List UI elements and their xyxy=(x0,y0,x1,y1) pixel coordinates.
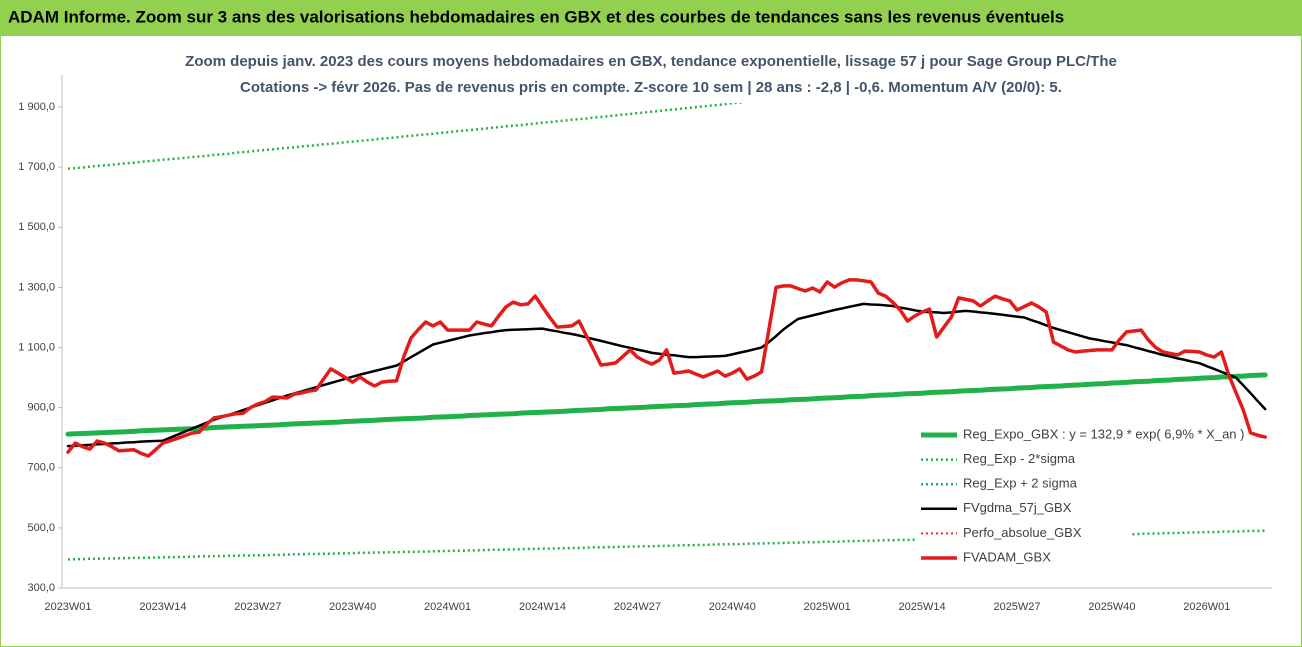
title-backdrop xyxy=(195,45,1105,103)
y-tick-label: 300,0 xyxy=(27,582,55,594)
series-line xyxy=(66,278,1267,458)
x-tick-label: 2023W40 xyxy=(329,601,376,613)
x-tick-label: 2024W27 xyxy=(614,601,661,613)
legend-label: Reg_Exp - 2*sigma xyxy=(963,451,1076,466)
legend-label: FVgdma_57j_GBX xyxy=(963,500,1072,515)
chart-title: Zoom depuis janv. 2023 des cours moyens … xyxy=(185,53,1117,70)
x-tick-label: 2023W01 xyxy=(44,601,91,613)
header-band xyxy=(0,0,1302,36)
x-tick-label: 2025W40 xyxy=(1088,601,1135,613)
y-tick-label: 1 300,0 xyxy=(18,281,55,293)
legend-label: FVADAM_GBX xyxy=(963,549,1051,564)
y-tick-label: 1 700,0 xyxy=(18,161,55,173)
y-tick-label: 1 500,0 xyxy=(18,221,55,233)
legend-label: Reg_Expo_GBX : y = 132,9 * exp( 6,9% * X… xyxy=(963,426,1244,441)
x-tick-label: 2024W40 xyxy=(709,601,756,613)
x-tick-label: 2025W01 xyxy=(804,601,851,613)
x-tick-label: 2024W14 xyxy=(519,601,566,613)
x-tick-label: 2023W27 xyxy=(234,601,281,613)
header-title: ADAM Informe. Zoom sur 3 ans des valoris… xyxy=(8,7,1064,26)
y-tick-label: 1 900,0 xyxy=(18,101,55,113)
series-line xyxy=(67,75,1007,170)
legend-label: Perfo_absolue_GBX xyxy=(963,525,1082,540)
series-line xyxy=(65,372,1268,437)
legend: Reg_Expo_GBX : y = 132,9 * exp( 6,9% * X… xyxy=(915,425,1244,573)
plot-area xyxy=(65,75,1268,561)
x-tick-label: 2025W27 xyxy=(993,601,1040,613)
x-tick-label: 2026W01 xyxy=(1183,601,1230,613)
legend-box xyxy=(915,425,1130,573)
x-tick-label: 2024W01 xyxy=(424,601,471,613)
y-tick-label: 1 100,0 xyxy=(18,341,55,353)
legend-label: Reg_Exp + 2 sigma xyxy=(963,476,1078,491)
x-tick-label: 2023W14 xyxy=(139,601,186,613)
y-tick-label: 700,0 xyxy=(27,462,55,474)
y-tick-label: 900,0 xyxy=(27,402,55,414)
chart-title: Cotations -> févr 2026. Pas de revenus p… xyxy=(240,79,1062,96)
y-tick-label: 500,0 xyxy=(27,522,55,534)
x-tick-label: 2025W14 xyxy=(899,601,946,613)
